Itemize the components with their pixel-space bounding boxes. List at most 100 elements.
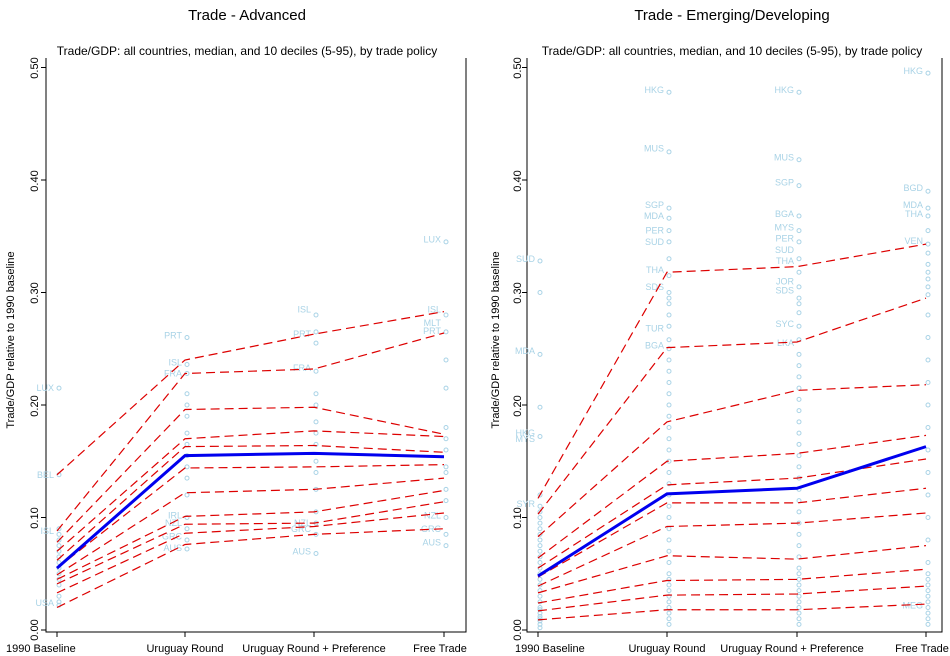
- x-tick-label: Uruguay Round: [628, 643, 705, 655]
- country-label: NZL: [165, 518, 182, 528]
- country-label: FRA: [164, 369, 182, 379]
- country-point: [666, 548, 672, 554]
- country-point: [443, 486, 449, 492]
- country-label: VEN: [904, 236, 923, 246]
- country-point: [443, 531, 449, 537]
- country-point: [313, 419, 319, 425]
- country-point: [537, 607, 543, 613]
- decile-line: [537, 243, 927, 499]
- country-point: [537, 404, 543, 410]
- country-point: [537, 625, 543, 631]
- country-point: [925, 515, 931, 520]
- country-point: [796, 441, 802, 447]
- country-point: [925, 576, 931, 582]
- country-label: HKG: [515, 428, 535, 438]
- country-point: [537, 582, 543, 588]
- country-point: [666, 402, 672, 408]
- country-point: [796, 571, 802, 577]
- country-point: [796, 301, 802, 307]
- decile-line: [537, 434, 927, 559]
- country-point: [666, 215, 672, 221]
- country-point: [666, 621, 672, 627]
- country-point: [443, 329, 449, 335]
- country-label: LUX: [36, 383, 54, 393]
- country-point: [666, 571, 672, 577]
- country-label: PRT: [164, 330, 182, 340]
- country-point: [796, 396, 802, 402]
- decile-line: [56, 311, 445, 476]
- country-point: [796, 408, 802, 414]
- country-point: [925, 571, 931, 577]
- country-label: THA: [905, 209, 923, 219]
- country-label: HKG: [903, 66, 923, 76]
- country-point: [796, 228, 802, 234]
- y-tick-label: 0.40: [512, 170, 524, 191]
- country-label: IRL: [168, 510, 182, 520]
- country-point: [666, 515, 672, 520]
- country-point: [925, 205, 931, 211]
- country-point: [796, 239, 802, 245]
- country-point: [666, 576, 672, 582]
- country-point: [925, 228, 931, 234]
- country-point: [443, 436, 449, 442]
- country-point: [925, 588, 931, 594]
- country-point: [537, 492, 543, 498]
- country-point: [925, 292, 931, 298]
- country-point: [443, 498, 449, 504]
- country-point: [537, 621, 543, 627]
- country-point: [666, 89, 672, 95]
- country-point: [537, 258, 543, 264]
- country-label: BEL: [37, 470, 54, 480]
- country-point: [56, 526, 62, 532]
- country-point: [56, 537, 62, 543]
- country-label: FRA: [293, 363, 311, 373]
- decile-line: [537, 568, 927, 604]
- country-point: [925, 402, 931, 408]
- country-point: [537, 526, 543, 532]
- country-label: SYC: [775, 319, 794, 329]
- decile-line: [537, 603, 927, 621]
- country-label: AUS: [422, 537, 441, 547]
- country-label: PER: [645, 226, 664, 236]
- country-point: [925, 599, 931, 605]
- country-point: [925, 605, 931, 610]
- decile-line: [56, 501, 445, 585]
- y-tick-label: 0.30: [29, 282, 41, 303]
- country-point: [796, 323, 802, 329]
- country-point: [184, 430, 190, 436]
- country-label: AUS: [292, 546, 311, 556]
- country-point: [796, 363, 802, 369]
- decile-line: [56, 406, 445, 543]
- country-point: [666, 228, 672, 234]
- y-tick-label: 0.20: [29, 395, 41, 416]
- decile-line: [56, 332, 445, 532]
- country-point: [666, 256, 672, 262]
- country-point: [666, 470, 672, 475]
- country-point: [443, 515, 449, 520]
- x-tick-label: Uruguay Round + Preference: [720, 643, 863, 655]
- country-point: [925, 380, 931, 385]
- country-point: [796, 593, 802, 599]
- country-label: SDS: [645, 282, 664, 292]
- country-point: [796, 385, 802, 391]
- country-point: [666, 368, 672, 374]
- country-point: [537, 509, 543, 515]
- country-point: [666, 593, 672, 599]
- chart-subtitle: Trade/GDP: all countries, median, and 10…: [57, 44, 437, 58]
- country-label: MDA: [903, 200, 923, 210]
- country-point: [443, 543, 449, 549]
- y-axis-label: Trade/GDP relative to 1990 baseline: [5, 251, 17, 428]
- country-point: [184, 335, 190, 340]
- country-point: [537, 290, 543, 295]
- country-point: [796, 576, 802, 582]
- country-point: [666, 481, 672, 487]
- country-point: [313, 402, 319, 408]
- country-point: [537, 618, 543, 624]
- country-point: [443, 425, 449, 430]
- country-point: [537, 520, 543, 526]
- country-point: [925, 447, 931, 453]
- decile-line: [537, 458, 927, 569]
- country-point: [666, 380, 672, 385]
- country-point: [925, 213, 931, 219]
